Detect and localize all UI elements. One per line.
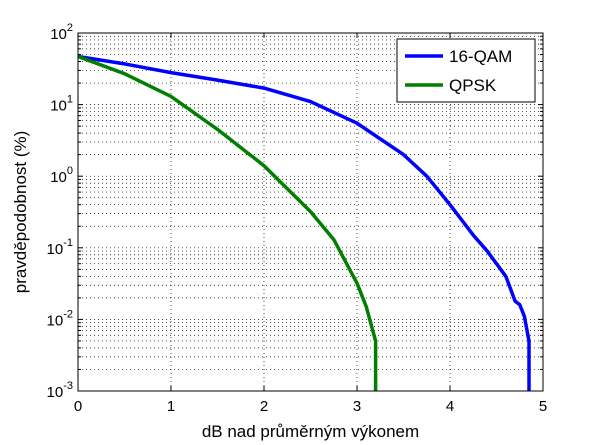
- y-tick-base: 10: [47, 241, 64, 258]
- y-tick-exponent: 2: [67, 22, 73, 34]
- y-tick-label: 101: [50, 94, 73, 115]
- y-tick-label: 10-2: [47, 308, 73, 329]
- y-tick-base: 10: [47, 384, 64, 401]
- y-tick-exponent: 1: [67, 94, 73, 106]
- y-tick-label: 102: [50, 22, 73, 43]
- x-tick-label: 5: [539, 398, 547, 415]
- legend-label: QPSK: [449, 76, 497, 95]
- x-tick-label: 4: [446, 398, 454, 415]
- legend-box: [396, 38, 536, 103]
- legend-label: 16-QAM: [449, 47, 512, 66]
- x-tick-labels: 0 1 2 3 4 5: [74, 398, 547, 415]
- y-tick-exponent: 0: [67, 165, 73, 177]
- y-tick-exponent: -2: [63, 308, 73, 320]
- ticks: [77, 33, 544, 391]
- y-tick-label: 10-1: [47, 237, 73, 258]
- series-line: [77, 54, 531, 391]
- x-axis-label: dB nad průměrným výkonem: [202, 422, 419, 441]
- x-tick-label: 3: [353, 398, 361, 415]
- series-layer: [77, 54, 531, 391]
- y-tick-base: 10: [50, 98, 67, 115]
- y-tick-exponent: -1: [63, 237, 73, 249]
- y-tick-base: 10: [50, 26, 67, 43]
- y-tick-base: 10: [50, 169, 67, 186]
- y-tick-label: 100: [50, 165, 73, 186]
- y-tick-label: 10-3: [47, 380, 73, 401]
- x-tick-label: 1: [167, 398, 175, 415]
- y-tick-base: 10: [47, 312, 64, 329]
- y-axis-label: pravděpodobnost (%): [11, 131, 30, 294]
- legend: 16-QAM QPSK: [396, 38, 536, 103]
- x-tick-label: 2: [260, 398, 268, 415]
- series-line: [77, 54, 378, 391]
- x-tick-label: 0: [74, 398, 82, 415]
- plot-frame: [77, 32, 544, 392]
- y-tick-exponent: -3: [63, 380, 73, 392]
